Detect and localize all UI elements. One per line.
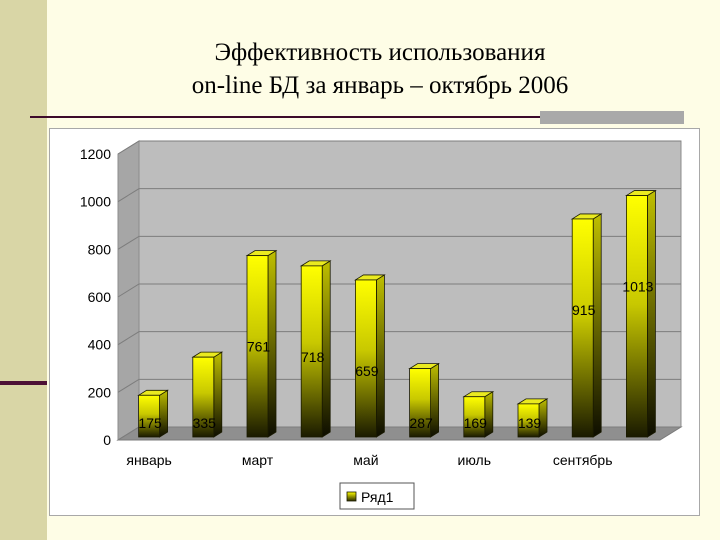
bar-front: [138, 394, 161, 438]
gridline: [117, 235, 681, 250]
data-label: 175: [138, 415, 162, 431]
y-tick-label: 0: [103, 432, 111, 448]
y-tick-label: 1000: [80, 194, 111, 210]
x-tick-label: июль: [458, 452, 491, 468]
bar-front: [354, 279, 377, 438]
bar: [516, 398, 549, 438]
x-tick-label: январь: [126, 452, 171, 468]
bar-front: [626, 195, 648, 438]
bar-front: [571, 218, 594, 438]
data-label: 718: [301, 349, 325, 365]
data-label: 169: [464, 415, 488, 431]
bar: [408, 362, 440, 438]
bar-front: [463, 396, 486, 438]
data-label: 287: [409, 415, 433, 431]
bar-front: [409, 368, 432, 438]
gridline: [117, 378, 681, 393]
x-tick-label: май: [353, 452, 378, 468]
y-tick-label: 600: [88, 289, 112, 305]
legend-label: Ряд1: [361, 489, 394, 505]
slide-title-line1: Эффективность использования: [214, 39, 546, 66]
y-tick-label: 400: [88, 337, 112, 353]
bar: [245, 249, 278, 438]
left-decor-accent: [0, 381, 47, 385]
bar: [299, 260, 332, 438]
bar-front: [300, 265, 323, 438]
data-label: 761: [247, 339, 271, 355]
bar-side: [375, 274, 385, 438]
data-label: 139: [518, 415, 542, 431]
left-decor-band: [0, 0, 47, 540]
slide-title-line2: on-line БД за январь – октябрь 2006: [191, 72, 569, 99]
data-label: 335: [193, 415, 217, 431]
gridline: [117, 140, 681, 155]
gridline: [117, 188, 681, 203]
y-tick-label: 200: [88, 384, 112, 400]
bar-side: [647, 189, 656, 438]
slide-title: Эффективность использования on-line БД з…: [60, 36, 700, 102]
bar-side: [592, 213, 602, 438]
bar: [354, 274, 386, 438]
data-label: 915: [572, 302, 596, 318]
y-tick-label: 1200: [80, 146, 111, 162]
data-label: 659: [355, 363, 379, 379]
gridline: [117, 331, 681, 346]
legend-swatch: [346, 491, 357, 502]
bar: [570, 213, 603, 438]
title-divider-accent: [540, 111, 684, 124]
x-tick-label: март: [242, 452, 274, 468]
bar-front: [192, 356, 215, 438]
bar: [137, 389, 169, 438]
bar-front: [246, 255, 269, 438]
title-divider: [30, 116, 684, 118]
data-label: 1013: [622, 279, 653, 295]
bar: [191, 351, 224, 438]
bar: [462, 390, 495, 438]
y-tick-label: 800: [88, 241, 112, 257]
x-tick-label: сентябрь: [553, 452, 613, 468]
bar: [625, 189, 657, 438]
bar-front: [517, 403, 540, 438]
gridline: [117, 283, 681, 298]
